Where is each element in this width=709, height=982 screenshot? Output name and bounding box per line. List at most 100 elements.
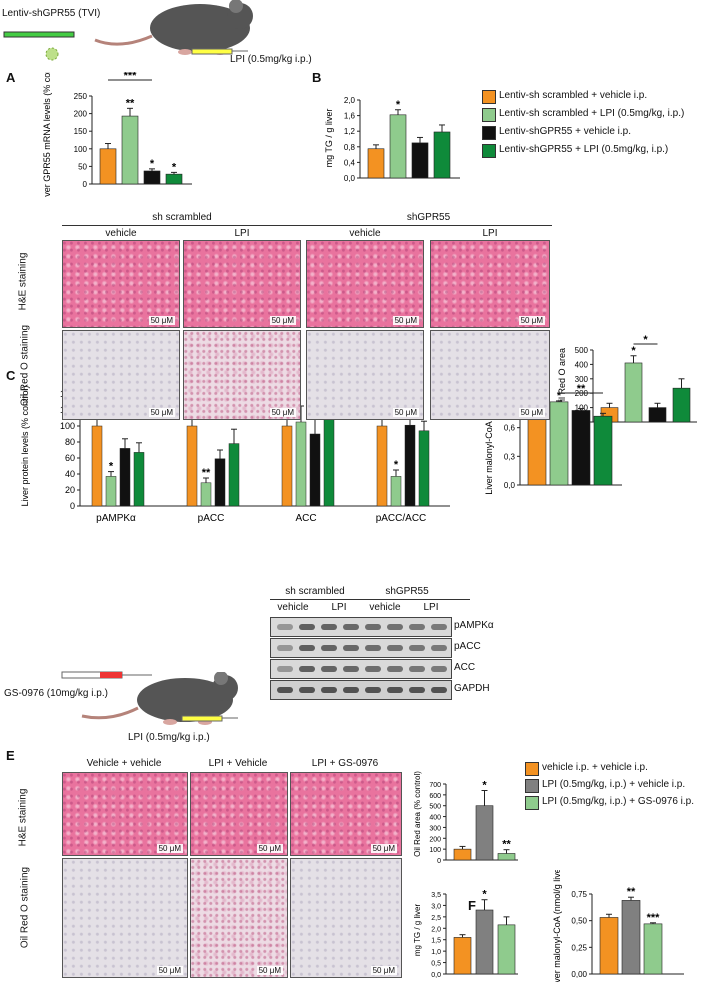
e-histo-oro-1: 50 μM	[62, 858, 188, 978]
col-header-4: LPI	[482, 228, 498, 239]
bar	[404, 424, 416, 507]
y-tick-label: 50	[78, 162, 87, 171]
y-tick-label: 0	[83, 180, 88, 189]
e-row-label-he: H&E staining	[17, 788, 29, 847]
legend-swatch	[482, 126, 496, 140]
y-axis-label: Liver malonyl-CoA (nmol/g liver)	[552, 870, 562, 982]
histo-he-3: 50 μM	[306, 240, 424, 328]
e-histo-he-2: 50 μM	[190, 772, 288, 856]
legend-swatch	[482, 108, 496, 122]
lpi-label-top: LPI (0.5mg/kg i.p.)	[230, 54, 312, 65]
bar	[99, 148, 117, 185]
y-tick-label: 150	[74, 127, 88, 136]
blot-band	[343, 666, 359, 672]
bar	[453, 848, 472, 861]
y-tick-label: 1,2	[344, 127, 356, 136]
group-header-shgpr55: shGPR55	[406, 212, 451, 223]
histo-oro-1: 50 μM	[62, 330, 180, 420]
panel-label-c: C	[6, 368, 16, 383]
legend-label: Lentiv-sh scrambled + LPI (0.5mg/kg, i.p…	[499, 108, 685, 119]
blot-band	[409, 645, 425, 651]
bar	[497, 924, 516, 975]
y-tick-label: 2,0	[344, 96, 356, 105]
bar	[105, 476, 117, 507]
mouse-icon	[94, 0, 253, 55]
bar	[281, 425, 293, 507]
blot-strip	[270, 638, 452, 658]
bar	[643, 923, 663, 975]
significance-star: *	[557, 390, 562, 402]
significance-star: *	[394, 459, 399, 471]
significance-star: **	[126, 97, 135, 109]
blot-row-label: pACC	[454, 641, 481, 652]
significance-star: **	[627, 886, 636, 898]
blot-row-label: pAMPKα	[454, 620, 494, 631]
panel-label-a: A	[6, 70, 16, 85]
chart-tg-liver-e: 0,0 0,5 1,0 1,5 2,0 2,5 3,0 3,5 mg TG / g liver *	[413, 889, 518, 979]
significance-star: **	[502, 839, 511, 851]
y-tick-label: 200	[429, 836, 441, 843]
significance-star: ***	[124, 72, 138, 82]
bar	[165, 173, 183, 185]
blot-band	[431, 687, 447, 693]
y-tick-label: 0,25	[571, 943, 587, 952]
y-tick-label: 2,0	[431, 926, 441, 933]
bar	[497, 853, 516, 861]
lentiv-label: Lentiv-shGPR55 (TVI)	[2, 8, 101, 19]
y-tick-label: 0,0	[344, 174, 356, 183]
histo-oro-3: 50 μM	[306, 330, 424, 420]
syringe-icon	[191, 48, 248, 55]
bar	[186, 425, 198, 507]
y-tick-label: 3,0	[431, 903, 441, 910]
y-tick-label: 200	[74, 110, 88, 119]
y-tick-label: 0,6	[504, 424, 516, 433]
bar	[309, 433, 321, 507]
y-tick-label: 40	[65, 469, 75, 479]
y-tick-label: 100	[74, 145, 88, 154]
bar	[475, 909, 494, 975]
e-histo-he-3: 50 μM	[290, 772, 402, 856]
significance-star: *	[109, 461, 114, 473]
bar	[571, 410, 591, 486]
chart-oil-red-area-e: 0 100 200 300 400 500 600 700 Oil Red area (% co…	[413, 771, 518, 865]
blot-col-1: vehicle	[277, 602, 309, 613]
category-label: pAMPKα	[96, 513, 136, 524]
col-header-2: LPI	[234, 228, 250, 239]
chart-gpr55-mrna: 0 50 100 150 200 250 Liver GPR55 mRNA levels (…	[42, 72, 192, 197]
bar	[228, 443, 240, 507]
histo-oro-4: 50 μM	[430, 330, 550, 420]
chart-tg-liver: 0,0 0,4 0,8 1,2 1,6 2,0 mg TG / g liver *	[324, 96, 460, 183]
bar	[376, 425, 388, 507]
e-col-header-2: LPI + Vehicle	[208, 758, 268, 769]
y-tick-label: 300	[575, 375, 589, 384]
blot-band	[365, 624, 381, 630]
y-tick-label: 600	[429, 793, 441, 800]
lpi-label-bottom: LPI (0.5mg/kg i.p.)	[128, 732, 210, 743]
chart-malonyl-coa-d: 0,00,30,60,90Liver malonyl-CoA (nmol/g l…	[484, 375, 622, 495]
significance-star: **	[577, 383, 586, 395]
blot-band	[409, 687, 425, 693]
y-tick-label: 400	[429, 815, 441, 822]
blot-band	[365, 666, 381, 672]
bar	[367, 148, 385, 179]
blot-band	[321, 666, 337, 672]
significance-star: *	[150, 158, 155, 170]
bar	[390, 476, 402, 507]
mouse-illustration-bottom	[80, 671, 250, 732]
blot-band	[365, 645, 381, 651]
blot-strip	[270, 617, 452, 637]
y-axis-label: Oil Red area (% control)	[413, 771, 422, 857]
bar	[549, 401, 569, 486]
y-tick-label: 0,0	[504, 481, 516, 490]
bar	[648, 407, 667, 423]
y-tick-label: 200	[575, 389, 589, 398]
y-tick-label: 1,5	[431, 938, 441, 945]
bar	[433, 131, 451, 179]
bar	[453, 937, 472, 975]
significance-star: *	[482, 780, 487, 792]
y-tick-label: 300	[429, 825, 441, 832]
blot-band	[277, 687, 293, 693]
y-tick-label: 1,0	[431, 949, 441, 956]
e-col-header-1: Vehicle + vehicle	[86, 758, 162, 769]
y-axis-label: Oil Red O area	[557, 348, 567, 408]
